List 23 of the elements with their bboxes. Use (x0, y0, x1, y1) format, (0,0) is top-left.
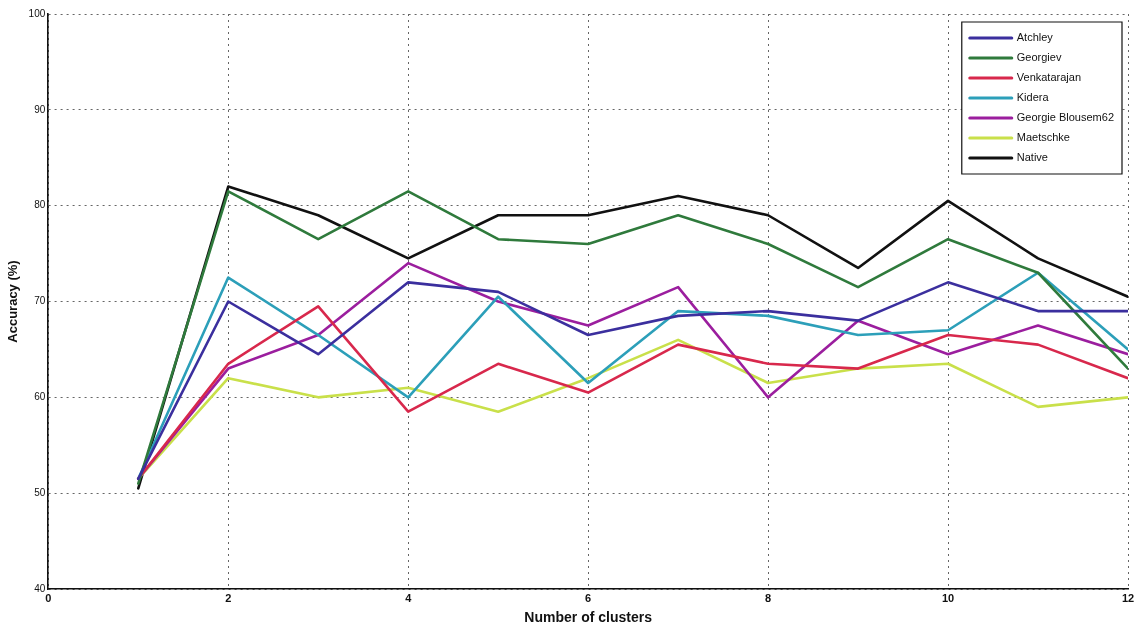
legend-label: Native (1016, 151, 1048, 164)
y-tick-label: 90 (34, 103, 46, 115)
x-tick-label: 4 (405, 591, 413, 604)
x-tick-label: 8 (765, 591, 772, 604)
legend-label: Venkatarajan (1016, 71, 1081, 84)
legend-label: Atchley (1016, 31, 1054, 44)
y-tick-label: 60 (34, 391, 46, 403)
x-axis-title: Number of clusters (524, 609, 653, 626)
legend-label: Georgiev (1016, 51, 1062, 64)
x-tick-label: 6 (585, 591, 592, 604)
y-tick-label: 100 (28, 7, 46, 19)
y-tick-label: 70 (34, 295, 46, 307)
legend-label: Maetschke (1016, 131, 1070, 144)
y-tick-label: 80 (34, 199, 46, 211)
y-tick-label: 40 (34, 582, 46, 594)
x-tick-label: 12 (1121, 591, 1135, 604)
y-axis-title: Accuracy (%) (5, 260, 21, 343)
y-tick-label: 50 (34, 486, 46, 498)
x-tick-label: 0 (45, 591, 52, 604)
legend-label: Georgie Blousem62 (1016, 111, 1115, 124)
x-tick-label: 2 (225, 591, 232, 604)
legend-label: Kidera (1016, 91, 1050, 104)
x-tick-label: 10 (941, 591, 955, 604)
